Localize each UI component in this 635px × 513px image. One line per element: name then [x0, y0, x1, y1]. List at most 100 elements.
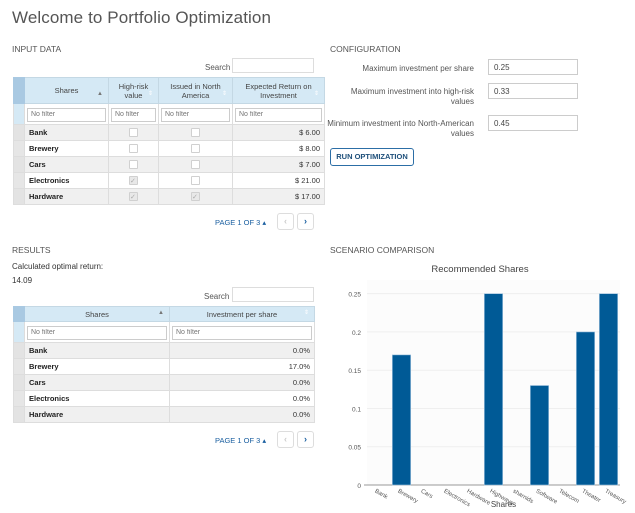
- share-name: Hardware: [24, 405, 170, 423]
- investment-value: 0.0%: [169, 389, 315, 407]
- share-name: Cars: [24, 373, 170, 391]
- max-per-share-input[interactable]: [488, 59, 578, 75]
- filter-high-risk[interactable]: [111, 107, 156, 122]
- min-north-america-label: Minimum investment into North-American v…: [327, 119, 474, 138]
- x-tick-label: Software: [535, 489, 559, 506]
- caret-up-icon: ▴: [262, 218, 267, 227]
- table-row[interactable]: Electronics 0.0%: [13, 389, 315, 407]
- input-next-page-button[interactable]: ›: [297, 213, 314, 230]
- column-header-investment[interactable]: Investment per share ⇕: [169, 306, 315, 322]
- filter-shares[interactable]: [27, 107, 106, 122]
- row-header[interactable]: [13, 389, 25, 407]
- sort-icon: ⇕: [221, 91, 227, 97]
- investment-value: 0.0%: [169, 373, 315, 391]
- table-row[interactable]: Electronics $ 21.00: [13, 171, 325, 189]
- x-tick-label: Telecom: [558, 489, 580, 505]
- filter-investment[interactable]: [172, 325, 312, 340]
- input-prev-page-button[interactable]: ‹: [277, 213, 294, 230]
- share-name: Bank: [24, 341, 170, 359]
- y-tick-label: 0.05: [348, 445, 361, 452]
- optimal-return-label: Calculated optimal return:: [12, 262, 104, 271]
- sort-asc-icon: ▲: [158, 310, 164, 316]
- sort-icon: ⇕: [147, 91, 153, 97]
- row-header[interactable]: [13, 139, 25, 157]
- table-row[interactable]: Cars 0.0%: [13, 373, 315, 391]
- row-header[interactable]: [13, 155, 25, 173]
- filter-shares[interactable]: [27, 325, 167, 340]
- high-risk-checkbox[interactable]: [129, 160, 138, 170]
- table-row[interactable]: Bank $ 6.00: [13, 123, 325, 141]
- chevron-right-icon: ›: [304, 216, 307, 226]
- results-label: RESULTS: [12, 245, 51, 255]
- input-data-label: INPUT DATA: [12, 44, 62, 54]
- caret-up-icon: ▴: [262, 436, 267, 445]
- results-prev-page-button[interactable]: ‹: [277, 431, 294, 448]
- chart-title: Recommended Shares: [431, 264, 528, 275]
- filter-north-america[interactable]: [161, 107, 230, 122]
- expected-return-value: $ 6.00: [232, 123, 325, 141]
- expected-return-value: $ 21.00: [232, 171, 325, 189]
- optimal-return-value: 14.09: [12, 276, 33, 285]
- north-america-checkbox[interactable]: [191, 128, 200, 138]
- expected-return-value: $ 8.00: [232, 139, 325, 157]
- results-next-page-button[interactable]: ›: [297, 431, 314, 448]
- input-search-input[interactable]: [232, 58, 314, 73]
- y-tick-label: 0.15: [348, 368, 361, 375]
- high-risk-checkbox[interactable]: [129, 128, 138, 138]
- table-row[interactable]: Cars $ 7.00: [13, 155, 325, 173]
- table-row[interactable]: Bank 0.0%: [13, 341, 315, 359]
- north-america-checkbox[interactable]: [191, 190, 200, 205]
- recommended-shares-chart: Recommended Shares 0 0.05 0.1 0.15 0.2 0.25 Ban…: [348, 264, 626, 509]
- x-axis-label: Shares: [491, 500, 516, 509]
- high-risk-checkbox[interactable]: [129, 144, 138, 154]
- north-america-checkbox[interactable]: [191, 176, 200, 186]
- column-header-north-america[interactable]: Issued in North America ⇕: [158, 77, 233, 104]
- sort-icon: ⇕: [313, 91, 319, 97]
- north-america-checkbox[interactable]: [191, 144, 200, 154]
- configuration-label: CONFIGURATION: [330, 44, 401, 54]
- filter-expected-return[interactable]: [235, 107, 322, 122]
- column-header-high-risk[interactable]: High-risk value ⇕: [108, 77, 159, 104]
- column-header-expected-return[interactable]: Expected Return on Investment ⇕: [232, 77, 325, 104]
- column-header-shares[interactable]: Shares ▲: [24, 306, 170, 322]
- row-header[interactable]: [13, 357, 25, 375]
- sort-icon: ⇕: [303, 310, 309, 316]
- table-row[interactable]: Hardware $ 17.00: [13, 187, 325, 205]
- row-header-corner: [13, 77, 25, 104]
- table-row[interactable]: Brewery 17.0%: [13, 357, 315, 375]
- high-risk-checkbox[interactable]: [129, 190, 138, 205]
- row-header[interactable]: [13, 171, 25, 189]
- row-header[interactable]: [13, 187, 25, 205]
- chevron-left-icon: ‹: [284, 434, 287, 444]
- min-north-america-input[interactable]: [488, 115, 578, 131]
- chevron-right-icon: ›: [304, 434, 307, 444]
- x-tick-label: Theater: [581, 489, 602, 505]
- run-optimization-button[interactable]: RUN OPTIMIZATION: [330, 148, 414, 166]
- row-header[interactable]: [13, 405, 25, 423]
- share-name: Brewery: [24, 139, 109, 157]
- y-tick-label: 0.25: [348, 292, 361, 299]
- bar-brewery: [391, 354, 411, 486]
- share-name: Electronics: [24, 389, 170, 407]
- page-title: Welcome to Portfolio Optimization: [12, 8, 272, 27]
- row-header[interactable]: [13, 373, 25, 391]
- max-per-share-label: Maximum investment per share: [362, 64, 474, 73]
- share-name: Electronics: [24, 171, 109, 189]
- row-header[interactable]: [13, 341, 25, 359]
- share-name: Cars: [24, 155, 109, 173]
- results-pager-label[interactable]: PAGE 1 OF 3 ▴: [215, 436, 267, 445]
- results-search-input[interactable]: [232, 287, 314, 302]
- max-high-risk-input[interactable]: [488, 83, 578, 99]
- table-row[interactable]: Brewery $ 8.00: [13, 139, 325, 157]
- investment-value: 17.0%: [169, 357, 315, 375]
- high-risk-checkbox[interactable]: [129, 174, 138, 189]
- north-america-checkbox[interactable]: [191, 160, 200, 170]
- column-header-shares[interactable]: Shares ▲: [24, 77, 109, 104]
- input-pager-label[interactable]: PAGE 1 OF 3 ▴: [215, 218, 267, 227]
- table-row[interactable]: Hardware 0.0%: [13, 405, 315, 423]
- x-tick-label: Bank: [374, 489, 390, 502]
- input-search-label: Search: [205, 63, 231, 72]
- y-tick-label: 0.2: [352, 330, 361, 337]
- row-header[interactable]: [13, 123, 25, 141]
- share-name: Hardware: [24, 187, 109, 205]
